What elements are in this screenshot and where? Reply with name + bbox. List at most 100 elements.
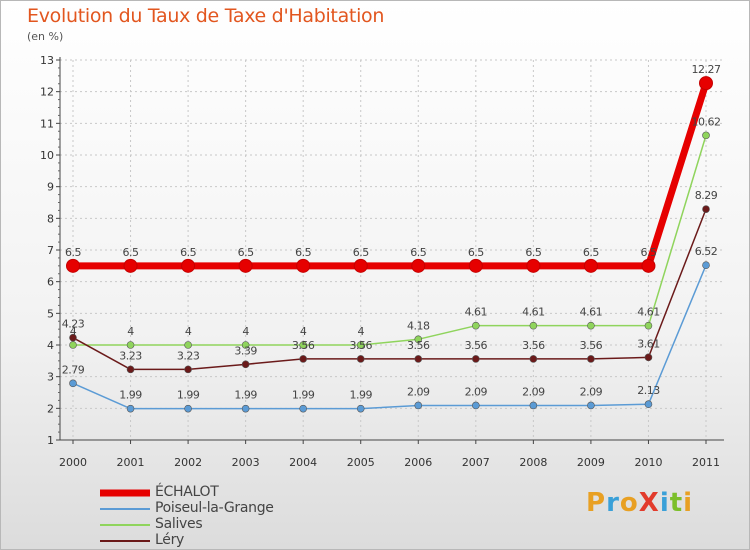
x-tick-label: 2000 — [59, 456, 87, 469]
data-label-2: 4 — [185, 325, 192, 338]
data-point-2 — [644, 321, 653, 330]
data-label-2: 10.62 — [692, 115, 721, 128]
data-label-0: 6.5 — [583, 246, 599, 259]
data-point-2 — [529, 321, 538, 330]
data-label-3: 4.23 — [62, 318, 85, 331]
data-point-2 — [356, 341, 365, 349]
data-point-2 — [702, 131, 710, 140]
data-point-2 — [241, 341, 250, 349]
x-tick-label: 2006 — [404, 456, 432, 469]
data-label-3: 8.29 — [695, 189, 718, 202]
x-tick-label: 2011 — [692, 456, 720, 469]
series-line-1 — [72, 264, 707, 410]
data-point-1 — [414, 401, 423, 410]
legend-swatch-poiseul — [100, 508, 150, 510]
data-label-0: 6.5 — [353, 246, 369, 259]
data-point-3 — [69, 333, 77, 342]
data-point-2 — [299, 341, 307, 349]
legend-label-salives: Salives — [155, 516, 203, 532]
y-tick-label: 11 — [40, 117, 54, 130]
data-label-1: 1.99 — [292, 389, 315, 402]
data-point-1 — [299, 404, 307, 413]
data-label-1: 2.09 — [465, 385, 488, 398]
data-label-3: 3.23 — [177, 349, 200, 362]
logo-letter: o — [619, 488, 639, 518]
data-label-1: 6.52 — [695, 245, 718, 258]
data-point-0 — [123, 258, 138, 273]
data-point-2 — [69, 341, 77, 349]
data-point-0 — [583, 258, 598, 273]
data-point-1 — [69, 379, 77, 388]
x-tick-label: 2002 — [174, 456, 202, 469]
data-point-3 — [472, 355, 480, 363]
legend-label-echalot: ÉCHALOT — [155, 484, 219, 500]
data-label-2: 4.61 — [465, 306, 488, 319]
x-tick-label: 2001 — [117, 456, 145, 469]
data-label-0: 6.5 — [65, 246, 81, 259]
y-tick-label: 4 — [47, 339, 54, 352]
data-label-3: 3.56 — [522, 339, 545, 352]
x-tick-label: 2005 — [347, 456, 375, 469]
series-line-2 — [73, 135, 707, 346]
data-label-0: 6.5 — [468, 246, 484, 259]
data-point-1 — [702, 261, 710, 270]
data-point-1 — [472, 401, 480, 410]
logo-letter: X — [638, 488, 660, 518]
data-point-1 — [644, 400, 653, 409]
data-label-2: 4 — [127, 325, 134, 338]
data-point-0 — [353, 258, 368, 273]
data-point-3 — [126, 365, 135, 374]
data-label-1: 1.99 — [119, 389, 142, 402]
y-tick-label: 7 — [47, 244, 54, 257]
data-point-3 — [241, 360, 250, 369]
data-point-2 — [184, 341, 192, 349]
data-point-0 — [468, 258, 483, 273]
legend-swatch-salives — [100, 524, 150, 526]
data-label-0: 6.5 — [295, 246, 311, 259]
data-label-3: 3.56 — [465, 339, 488, 352]
data-point-1 — [126, 404, 135, 413]
y-tick-label: 1 — [47, 434, 54, 447]
data-point-0 — [699, 76, 713, 91]
legend-swatch-echalot — [100, 489, 150, 497]
data-label-0: 6.5 — [180, 246, 196, 259]
data-label-1: 2.09 — [407, 385, 430, 398]
x-tick-label: 2008 — [519, 456, 547, 469]
data-label-2: 4 — [300, 325, 307, 338]
logo-letter: P — [586, 488, 607, 518]
data-label-3: 3.61 — [637, 337, 660, 350]
data-label-2: 4 — [357, 325, 364, 338]
logo-letter: i — [659, 488, 670, 518]
y-tick-label: 12 — [40, 86, 54, 99]
data-label-2: 4.61 — [522, 306, 545, 319]
chart-title: Evolution du Taux de Taxe d'Habitation — [27, 5, 385, 27]
data-label-1: 2.13 — [637, 384, 660, 397]
data-point-3 — [529, 355, 538, 363]
x-tick-label: 2004 — [289, 456, 317, 469]
data-label-1: 1.99 — [177, 389, 200, 402]
data-point-1 — [241, 404, 250, 413]
logo-letter: t — [669, 488, 684, 518]
data-label-2: 4.61 — [580, 306, 603, 319]
data-label-0: 6.5 — [640, 246, 656, 259]
data-label-1: 1.99 — [349, 389, 372, 402]
data-point-3 — [702, 205, 710, 213]
data-point-3 — [184, 365, 192, 374]
data-point-3 — [414, 355, 423, 363]
data-label-3: 3.56 — [292, 339, 315, 352]
x-tick-label: 2009 — [577, 456, 605, 469]
data-label-2: 4.18 — [407, 319, 430, 332]
data-point-3 — [299, 355, 307, 363]
y-tick-label: 5 — [47, 307, 54, 320]
data-point-2 — [414, 335, 423, 344]
data-point-0 — [526, 258, 541, 273]
data-label-1: 2.79 — [62, 363, 85, 376]
data-label-3: 3.56 — [407, 339, 430, 352]
y-tick-label: 13 — [40, 54, 54, 67]
series-line-0 — [73, 82, 710, 270]
data-point-0 — [411, 258, 426, 273]
y-tick-label: 3 — [47, 371, 54, 384]
y-tick-label: 10 — [40, 149, 54, 162]
data-label-0: 6.5 — [410, 246, 426, 259]
